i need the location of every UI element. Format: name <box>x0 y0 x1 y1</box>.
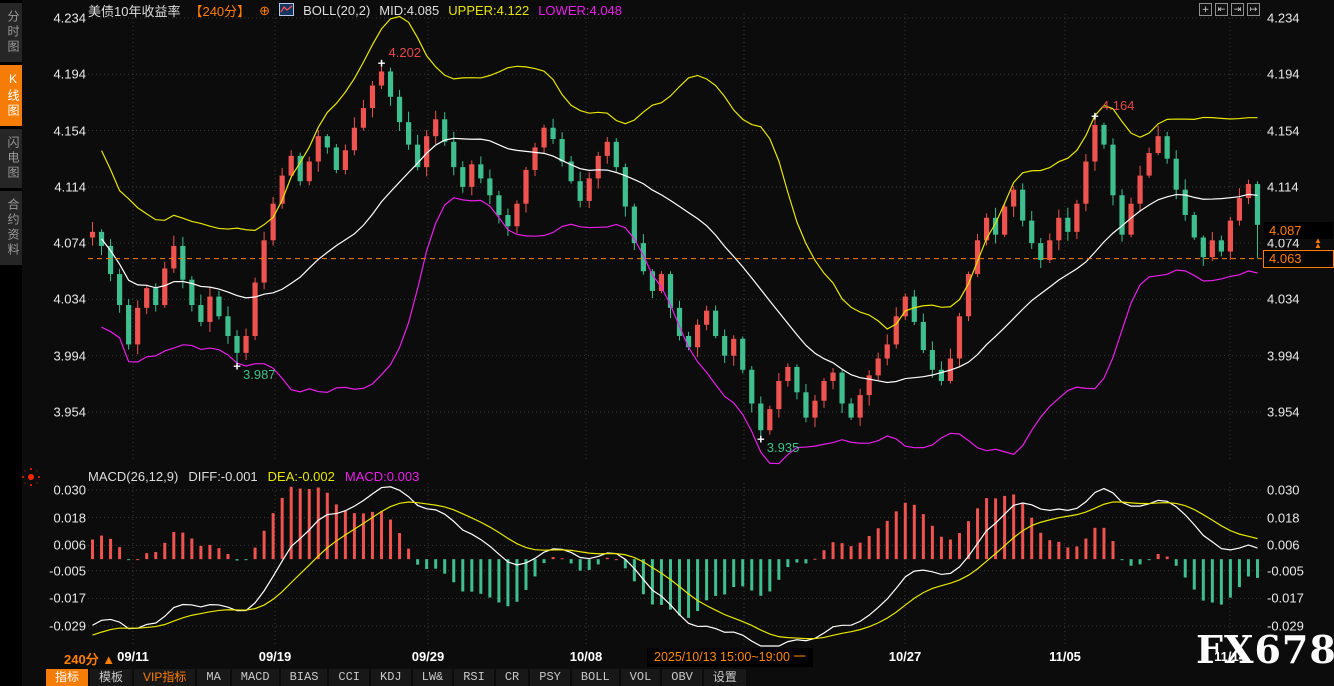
axis-label: 0.030 <box>1267 483 1327 498</box>
indicator-tab-PSY[interactable]: PSY <box>530 669 570 686</box>
indicator-tab-BOLL[interactable]: BOLL <box>572 669 619 686</box>
scale-left-icon[interactable]: ⇤ <box>1215 3 1228 16</box>
boll-lower-value: LOWER:4.048 <box>538 3 622 18</box>
axis-label: -0.029 <box>42 618 86 633</box>
sidebar-tab-1[interactable]: K线图 <box>0 65 22 126</box>
axis-label: 3.954 <box>42 404 86 419</box>
extreme-marker-icon: + <box>378 56 386 71</box>
sidebar-tab-0[interactable]: 分时图 <box>0 3 22 62</box>
crosshair-date-tooltip: 2025/10/13 15:00~19:00 一 <box>647 648 813 667</box>
sidebar-tab-3[interactable]: 合约资料 <box>0 191 22 265</box>
indicator-tab-MACD[interactable]: MACD <box>232 669 279 686</box>
period-selector[interactable]: 240分 ▲ <box>64 649 115 668</box>
axis-label: 4.114 <box>1267 179 1327 194</box>
axis-label: 4.194 <box>42 67 86 82</box>
extreme-price-label: 3.987 <box>243 367 276 382</box>
extreme-price-label: 3.935 <box>767 440 800 455</box>
axis-label: 4.234 <box>1267 11 1327 26</box>
extreme-marker-icon: + <box>1091 109 1099 124</box>
axis-label: 4.034 <box>42 292 86 307</box>
x-axis-date: 09/11 <box>117 649 149 664</box>
sidebar-tab-2[interactable]: 闪电图 <box>0 129 22 188</box>
chart-application: 分时图 K线图闪电图合约资料 美债10年收益率 【240分】 ⊕ BOLL(20,… <box>0 0 1334 686</box>
indicator-tab-LW&[interactable]: LW& <box>413 669 453 686</box>
add-indicator-icon[interactable]: ⊕ <box>259 4 270 17</box>
axis-label: 0.018 <box>42 510 86 525</box>
dashed-line-price-tag: 4.063 <box>1263 250 1334 268</box>
indicator-tab-KDJ[interactable]: KDJ <box>371 669 411 686</box>
indicator-tab-CR[interactable]: CR <box>496 669 528 686</box>
extreme-marker-icon: + <box>757 431 765 446</box>
boll-mid-value: MID:4.085 <box>379 3 439 18</box>
left-sidebar: 分时图 K线图闪电图合约资料 <box>0 0 22 686</box>
axis-label: 4.034 <box>1267 292 1327 307</box>
axis-label: 3.994 <box>42 348 86 363</box>
indicator-tab-设置[interactable]: 设置 <box>704 669 746 686</box>
extreme-price-label: 4.164 <box>1102 98 1135 113</box>
symbol-title: 美债10年收益率 <box>88 1 180 20</box>
axis-label: -0.017 <box>42 591 86 606</box>
extreme-price-label: 4.202 <box>389 45 422 60</box>
indicator-tab-MA[interactable]: MA <box>197 669 229 686</box>
boll-label: BOLL(20,2) <box>303 3 370 18</box>
x-axis-date: 11/05 <box>1049 649 1081 664</box>
chart-toolbar-icons: +⇤⇥↦ <box>1199 3 1260 16</box>
indicator-tab-指标[interactable]: 指标 <box>46 669 88 686</box>
x-axis-date: 09/19 <box>259 649 292 664</box>
indicator-tab-VIP指标[interactable]: VIP指标 <box>134 669 195 686</box>
export-icon[interactable]: ↦ <box>1247 3 1260 16</box>
pan-icon[interactable]: + <box>1199 3 1212 16</box>
x-axis-date: 10/27 <box>889 649 922 664</box>
indicator-tab-VOL[interactable]: VOL <box>621 669 661 686</box>
axis-label: 4.074 <box>42 236 86 251</box>
indicator-toolbar: 指标模板VIP指标MAMACDBIASCCIKDJLW&RSICRPSYBOLL… <box>46 669 746 686</box>
boll-upper-value: UPPER:4.122 <box>448 3 529 18</box>
macd-hist-value: MACD:0.003 <box>345 469 419 484</box>
axis-label: 0.018 <box>1267 510 1327 525</box>
axis-label: 4.234 <box>42 11 86 26</box>
macd-dea-value: DEA:-0.002 <box>268 469 335 484</box>
scale-right-icon[interactable]: ⇥ <box>1231 3 1244 16</box>
indicator-settings-icon[interactable] <box>28 474 34 480</box>
indicator-tab-CCI[interactable]: CCI <box>329 669 369 686</box>
axis-label: -0.005 <box>1267 563 1327 578</box>
x-axis-date: 10/08 <box>570 649 603 664</box>
jump-to-latest-icon[interactable]: ▲▲ <box>1314 238 1322 248</box>
axis-label: 3.954 <box>1267 404 1327 419</box>
period-tag: 【240分】 <box>189 1 250 20</box>
indicator-tab-OBV[interactable]: OBV <box>662 669 702 686</box>
axis-label: -0.005 <box>42 563 86 578</box>
chart-thumbnail-icon[interactable] <box>279 3 294 19</box>
chart-header: 美债10年收益率 【240分】 ⊕ BOLL(20,2) MID:4.085 U… <box>88 2 622 19</box>
axis-label: 4.194 <box>1267 67 1327 82</box>
x-axis-date: 09/29 <box>412 649 445 664</box>
watermark: FX678 <box>1196 627 1334 672</box>
extreme-marker-icon: + <box>233 358 241 373</box>
macd-label: MACD(26,12,9) <box>88 469 178 484</box>
axis-label: 4.154 <box>42 123 86 138</box>
macd-diff-value: DIFF:-0.001 <box>188 469 257 484</box>
axis-label: 4.114 <box>42 179 86 194</box>
macd-header: MACD(26,12,9) DIFF:-0.001 DEA:-0.002 MAC… <box>88 469 419 484</box>
axis-label: -0.017 <box>1267 591 1327 606</box>
axis-label: 4.154 <box>1267 123 1327 138</box>
indicator-tab-RSI[interactable]: RSI <box>454 669 494 686</box>
axis-label: 0.006 <box>42 538 86 553</box>
axis-label: 3.994 <box>1267 348 1327 363</box>
last-price-tag: 4.087 <box>1264 222 1333 239</box>
indicator-tab-模板[interactable]: 模板 <box>90 669 132 686</box>
axis-label: 0.030 <box>42 483 86 498</box>
x-axis-row: 240分 ▲ 2025/10/13 15:00~19:00 一 09/11 09/… <box>0 648 1334 668</box>
axis-label: 0.006 <box>1267 538 1327 553</box>
indicator-tab-BIAS[interactable]: BIAS <box>281 669 328 686</box>
